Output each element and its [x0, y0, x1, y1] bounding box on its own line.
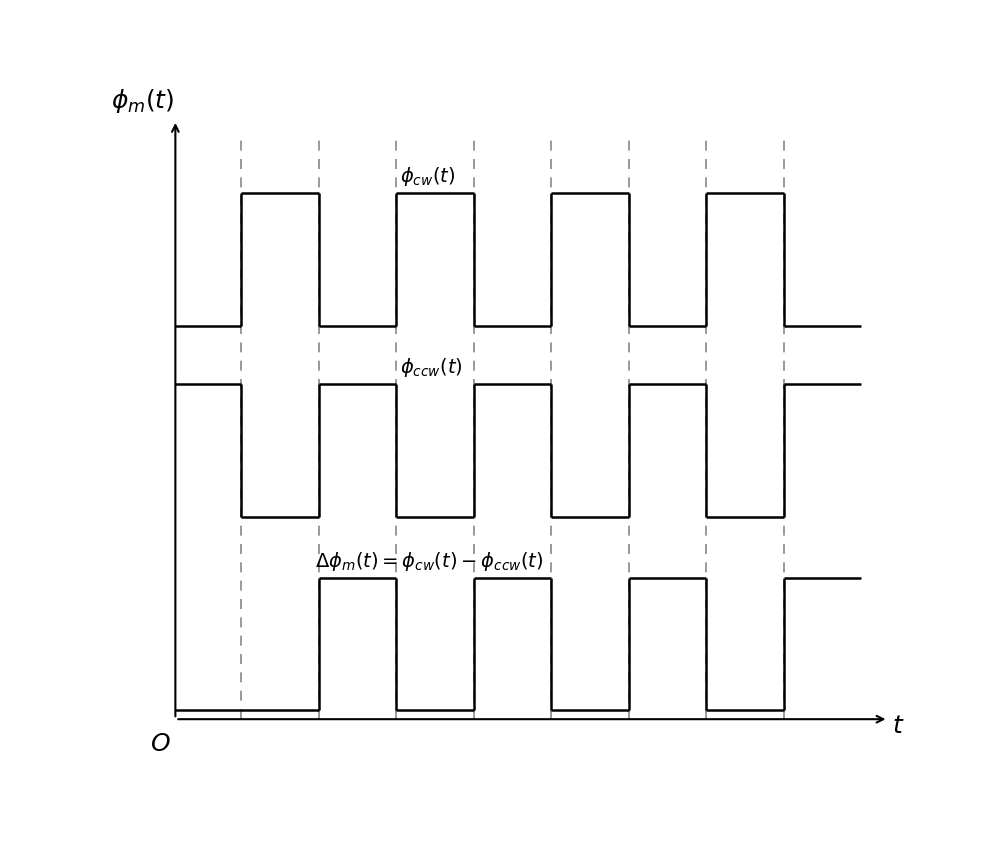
Text: $\phi_m(t)$: $\phi_m(t)$	[111, 87, 175, 115]
Text: $\Delta\phi_m(t)=\phi_{cw}(t)-\phi_{ccw}(t)$: $\Delta\phi_m(t)=\phi_{cw}(t)-\phi_{ccw}…	[315, 549, 543, 573]
Text: $O$: $O$	[150, 731, 170, 755]
Text: $t$: $t$	[892, 713, 905, 737]
Text: $\phi_{cw}(t)$: $\phi_{cw}(t)$	[400, 165, 455, 189]
Text: $\phi_{ccw}(t)$: $\phi_{ccw}(t)$	[400, 356, 463, 379]
